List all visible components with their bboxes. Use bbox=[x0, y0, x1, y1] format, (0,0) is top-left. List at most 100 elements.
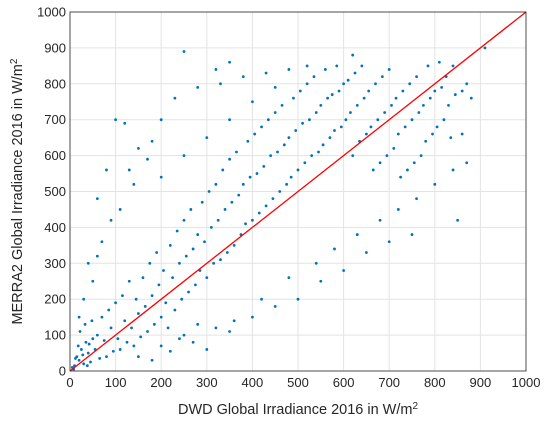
data-point bbox=[194, 283, 197, 287]
data-points bbox=[70, 46, 487, 371]
data-point bbox=[89, 360, 92, 364]
data-point bbox=[440, 85, 444, 89]
reference-line bbox=[69, 11, 527, 372]
data-point bbox=[330, 93, 334, 96]
data-point bbox=[392, 147, 396, 150]
data-point bbox=[166, 326, 170, 330]
data-point bbox=[253, 132, 257, 136]
y-axis-title: MERRA2 Global Irradiance 2016 in W/m2 bbox=[9, 58, 27, 324]
data-point bbox=[339, 125, 343, 129]
x-tick-label: 500 bbox=[287, 375, 309, 390]
data-point bbox=[241, 182, 245, 186]
data-point bbox=[276, 150, 279, 154]
data-point bbox=[225, 251, 229, 254]
x-tick-label: 200 bbox=[150, 375, 172, 390]
data-point bbox=[301, 121, 304, 125]
data-point bbox=[230, 200, 234, 204]
data-point bbox=[287, 276, 291, 280]
data-point bbox=[228, 157, 232, 161]
data-point bbox=[321, 143, 325, 147]
data-point bbox=[76, 344, 80, 348]
data-point bbox=[130, 326, 133, 330]
data-point bbox=[264, 204, 268, 208]
data-point bbox=[326, 96, 330, 100]
data-point bbox=[207, 190, 211, 193]
data-point bbox=[385, 154, 389, 158]
data-point bbox=[173, 308, 177, 312]
data-point bbox=[285, 182, 288, 186]
data-point bbox=[205, 136, 209, 140]
data-point bbox=[203, 240, 206, 244]
x-tick-label: 700 bbox=[378, 375, 400, 390]
data-point bbox=[269, 154, 273, 158]
data-point bbox=[369, 125, 373, 129]
x-tick-label: 100 bbox=[105, 375, 127, 390]
data-point bbox=[121, 294, 124, 298]
data-point bbox=[77, 315, 81, 319]
data-point bbox=[237, 193, 241, 197]
data-point bbox=[83, 322, 87, 326]
data-point bbox=[406, 168, 409, 172]
data-point bbox=[159, 315, 163, 319]
data-point bbox=[351, 53, 355, 57]
data-point bbox=[221, 168, 225, 172]
data-point bbox=[152, 322, 156, 326]
data-point bbox=[367, 89, 371, 93]
data-point bbox=[390, 103, 393, 107]
data-point bbox=[378, 161, 382, 165]
data-point bbox=[85, 364, 89, 368]
data-point bbox=[95, 197, 99, 201]
data-point bbox=[396, 132, 400, 136]
data-point bbox=[287, 68, 291, 71]
data-point bbox=[298, 89, 302, 93]
data-point bbox=[162, 269, 165, 272]
data-point bbox=[344, 118, 348, 122]
x-tick-label: 400 bbox=[242, 375, 264, 390]
data-point bbox=[435, 125, 439, 129]
data-point bbox=[387, 68, 391, 71]
data-point bbox=[171, 276, 175, 280]
data-point bbox=[314, 261, 318, 265]
data-point bbox=[168, 349, 172, 353]
data-point bbox=[296, 297, 300, 301]
data-point bbox=[91, 337, 95, 341]
data-point bbox=[303, 161, 307, 165]
data-point bbox=[228, 118, 232, 122]
data-point bbox=[426, 64, 430, 68]
data-point bbox=[196, 85, 200, 89]
data-point bbox=[396, 208, 400, 211]
data-point bbox=[81, 353, 85, 357]
data-point bbox=[431, 132, 434, 136]
data-point bbox=[209, 226, 213, 229]
data-point bbox=[214, 326, 218, 330]
data-point bbox=[401, 89, 405, 93]
data-point bbox=[159, 175, 163, 179]
data-point bbox=[319, 279, 323, 283]
data-point bbox=[137, 312, 140, 315]
data-point bbox=[342, 269, 345, 272]
data-point bbox=[228, 330, 232, 333]
data-point bbox=[78, 330, 82, 333]
data-point bbox=[305, 64, 309, 68]
data-point bbox=[74, 357, 77, 360]
data-point bbox=[157, 283, 161, 287]
y-tick-label: 500 bbox=[44, 184, 66, 199]
data-point bbox=[337, 89, 341, 93]
data-point bbox=[246, 139, 250, 143]
x-tick-labels: 0 100 200 300 400 500 600 700 800 900 1000 bbox=[66, 375, 540, 390]
data-point bbox=[399, 175, 402, 179]
data-point bbox=[296, 168, 300, 172]
data-point bbox=[178, 337, 181, 341]
data-point bbox=[346, 78, 350, 82]
data-point bbox=[187, 290, 190, 294]
data-point bbox=[257, 211, 261, 215]
plot-area-border bbox=[69, 11, 527, 372]
data-point bbox=[317, 150, 320, 154]
data-point bbox=[312, 75, 316, 79]
data-point bbox=[219, 258, 222, 262]
x-tick-label: 1000 bbox=[512, 375, 541, 390]
data-point bbox=[433, 89, 437, 93]
data-point bbox=[410, 118, 414, 122]
data-point bbox=[132, 182, 136, 186]
